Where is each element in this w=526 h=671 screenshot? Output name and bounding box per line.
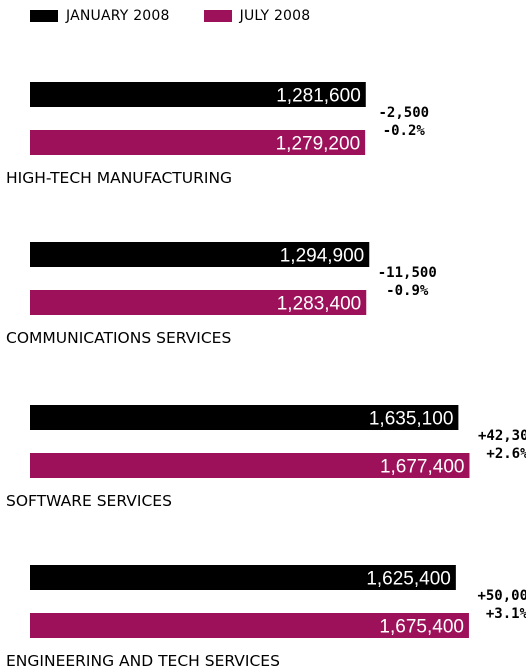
- change-pct-2: +2.6%: [486, 446, 526, 462]
- change-pct-0: -0.2%: [383, 123, 426, 139]
- bar-value-label-july-1: 1,283,400: [277, 294, 362, 315]
- bar-value-label-july-2: 1,677,400: [380, 457, 465, 478]
- legend: JANUARY 2008 JULY 2008: [30, 8, 344, 24]
- bar-value-label-january-3: 1,625,400: [366, 569, 451, 590]
- change-abs-1: -11,500: [378, 265, 437, 281]
- category-label-0: HIGH-TECH MANUFACTURING: [6, 169, 232, 187]
- legend-swatch-january: [30, 10, 58, 22]
- bar-value-label-january-1: 1,294,900: [280, 246, 365, 267]
- legend-label-january: JANUARY 2008: [66, 8, 170, 24]
- category-label-2: SOFTWARE SERVICES: [6, 492, 172, 510]
- bar-january-2: [30, 405, 459, 430]
- bar-january-3: [30, 565, 456, 590]
- bar-value-label-july-0: 1,279,200: [276, 134, 361, 155]
- change-abs-0: -2,500: [378, 105, 429, 121]
- bar-july-1: [30, 290, 367, 315]
- bar-july-0: [30, 130, 366, 155]
- bar-value-label-july-3: 1,675,400: [379, 617, 464, 638]
- change-pct-1: -0.9%: [386, 283, 429, 299]
- legend-label-july: JULY 2008: [239, 8, 311, 24]
- legend-swatch-july: [203, 10, 232, 22]
- change-abs-3: +50,000: [477, 588, 526, 604]
- category-label-1: COMMUNICATIONS SERVICES: [6, 329, 231, 347]
- category-label-3: ENGINEERING AND TECH SERVICES: [6, 652, 280, 670]
- legend-item-july: JULY 2008: [203, 8, 311, 24]
- bar-value-label-january-0: 1,281,600: [276, 86, 361, 107]
- bar-january-1: [30, 242, 370, 267]
- change-abs-2: +42,300: [478, 428, 526, 444]
- bar-value-label-january-2: 1,635,100: [369, 409, 454, 430]
- bar-july-2: [30, 453, 470, 478]
- change-pct-3: +3.1%: [486, 606, 526, 622]
- bar-january-0: [30, 82, 366, 107]
- legend-item-january: JANUARY 2008: [30, 8, 170, 24]
- bar-july-3: [30, 613, 469, 638]
